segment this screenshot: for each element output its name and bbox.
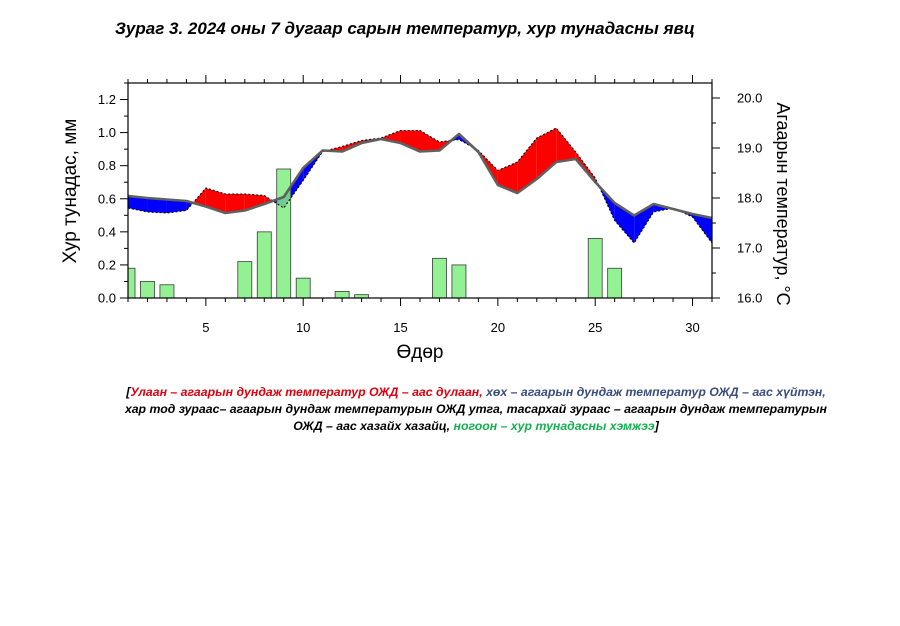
- warm-anomaly-segment-4b: [193, 188, 206, 207]
- y-left-tick-label-1.2: 1.2: [98, 92, 116, 107]
- x-tick-label-20: 20: [491, 320, 505, 335]
- precip-bar-day-1: [127, 267, 136, 299]
- warm-anomaly-segment-15: [400, 130, 420, 152]
- y-left-tick-label-0.8: 0.8: [98, 158, 116, 173]
- temperature-anomaly-areas: [128, 128, 712, 243]
- precip-bar-day-17: [432, 257, 447, 299]
- precip-bar-day-26: [607, 267, 623, 299]
- x-axis-label: Өдөр: [397, 342, 444, 363]
- precip-bar-day-10: [295, 277, 311, 299]
- cold-anomaly-segment-3: [166, 199, 187, 213]
- precip-bar-day-7: [237, 261, 253, 299]
- x-tick-label-10: 10: [296, 320, 310, 335]
- y-axis-right-label: Агаарын температур, °С: [773, 102, 793, 305]
- x-tick-label-5: 5: [202, 320, 209, 335]
- warm-anomaly-segment-22: [536, 128, 557, 179]
- caption-close: ]: [654, 419, 659, 433]
- y-right-tick-label-17.0: 17.0: [737, 241, 762, 256]
- axes: 5 10 15 20 25 30 0.0 0.2 0.4 0.6 0.8 1.0 1.2 16.0 17.0…: [98, 75, 762, 335]
- y-right-tick-label-20.0: 20.0: [737, 91, 762, 106]
- warm-anomaly-segment-6: [225, 194, 245, 213]
- y-axis-left-label: Хур тунадас, мм: [60, 119, 81, 264]
- figure-title: Зураг 3. 2024 оны 7 дугаар сарын темпера…: [115, 19, 695, 38]
- figure-caption: [Улаан – агаарын дундаж температур ОЖД –…: [120, 384, 832, 435]
- precip-bar-day-25: [587, 238, 603, 299]
- caption-black-part: хар тод зураас– агаарын дундаж температу…: [125, 402, 827, 433]
- y-right-tick-label-16.0: 16.0: [737, 291, 762, 306]
- cold-anomaly-segment-1: [128, 196, 148, 212]
- x-tick-label-30: 30: [685, 320, 699, 335]
- precip-bar-day-3: [159, 284, 175, 299]
- precip-bar-day-8: [256, 231, 272, 299]
- climate-norm-line: [127, 132, 713, 220]
- warm-anomaly-segment-16: [420, 130, 440, 152]
- caption-green-part: ногоон – хур тунадасны хэмжээ: [453, 419, 655, 433]
- warm-anomaly-segment-20: [497, 162, 518, 193]
- caption-blue-part: хөх – агаарын дундаж температур ОЖД – аа…: [486, 385, 826, 399]
- y-right-tick-label-18.0: 18.0: [737, 191, 762, 206]
- mean-temperature-dashed-line: [127, 127, 713, 244]
- y-left-tick-label-0.4: 0.4: [98, 224, 116, 239]
- y-left-tick-label-1.0: 1.0: [98, 125, 116, 140]
- precip-bar-day-12: [334, 290, 350, 299]
- warm-anomaly-segment-23: [556, 128, 576, 162]
- x-tick-label-25: 25: [588, 320, 602, 335]
- plot-frame: [127, 82, 713, 299]
- precip-bar-day-2: [140, 281, 155, 299]
- precipitation-bars: [127, 168, 623, 299]
- cold-anomaly-segment-2: [147, 198, 167, 213]
- caption-open: [: [126, 385, 131, 399]
- y-left-tick-label-0.0: 0.0: [98, 291, 116, 306]
- x-tick-label-15: 15: [393, 320, 407, 335]
- y-left-tick-label-0.2: 0.2: [98, 257, 116, 272]
- y-left-tick-label-0.6: 0.6: [98, 191, 116, 206]
- y-right-tick-label-19.0: 19.0: [737, 141, 762, 156]
- warm-anomaly-segment-21: [517, 138, 537, 193]
- precip-bar-day-18: [451, 264, 467, 299]
- caption-red-part: Улаан – агаарын дундаж температур ОЖД – …: [130, 385, 483, 399]
- temperature-lines: [127, 127, 713, 244]
- warm-anomaly-segment-7: [244, 194, 265, 211]
- warm-anomaly-segment-5: [205, 188, 226, 213]
